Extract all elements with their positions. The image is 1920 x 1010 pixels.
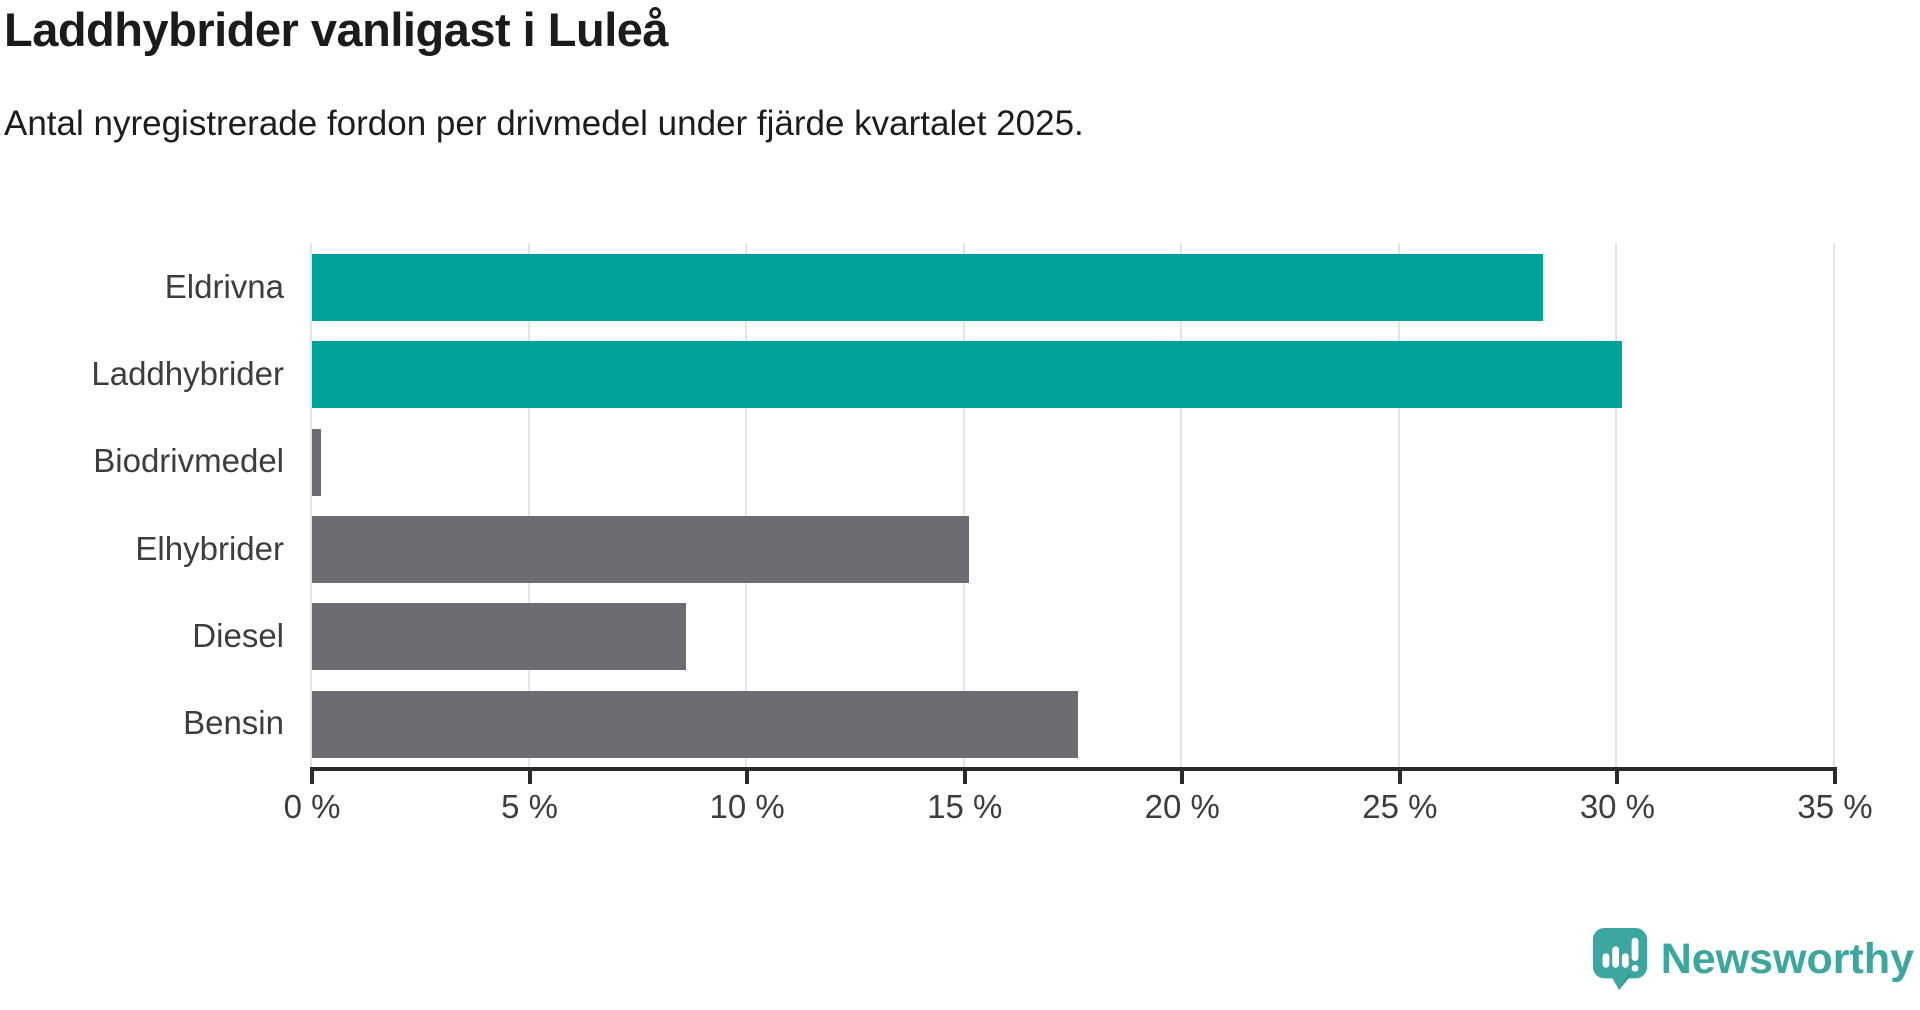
gridline	[310, 243, 312, 767]
x-axis: 0 % 5 % 10 % 15 % 20 % 25 % 30 % 35 %	[284, 767, 1873, 847]
x-axis-tick	[745, 767, 750, 784]
x-axis-tick-label: 10 %	[709, 788, 785, 825]
x-axis-tick	[962, 767, 967, 784]
bar-eldrivna	[312, 254, 1544, 322]
category-label: Bensin	[183, 704, 284, 742]
bar-row	[312, 505, 1835, 592]
category-label: Biodrivmedel	[93, 442, 284, 480]
gridline	[1615, 243, 1618, 767]
gridline	[1833, 243, 1835, 767]
x-axis-tick	[527, 767, 532, 784]
bar-row	[312, 243, 1835, 330]
category-label: Laddhybrider	[91, 354, 284, 392]
x-axis-tick	[1615, 767, 1620, 784]
chart-title: Laddhybrider vanligast i Luleå	[4, 3, 669, 56]
x-axis-tick-label: 20 %	[1144, 788, 1220, 825]
bar-row	[312, 418, 1835, 505]
newsworthy-logo-icon	[1592, 928, 1647, 990]
bar-bensin	[312, 690, 1078, 758]
x-axis-tick	[1833, 767, 1837, 784]
bar-biodrivmedel	[312, 428, 321, 496]
x-axis-line	[310, 767, 1837, 771]
category-label: Diesel	[192, 616, 284, 654]
gridline	[527, 243, 530, 767]
bar-row	[312, 680, 1835, 767]
x-axis-tick-label: 5 %	[501, 788, 558, 825]
bar-elhybrider	[312, 516, 970, 584]
x-axis-tick-label: 0 %	[283, 788, 341, 825]
x-axis-tick	[1180, 767, 1185, 784]
bar-diesel	[312, 603, 687, 671]
category-label: Eldrivna	[164, 267, 284, 305]
x-axis-tick	[1397, 767, 1402, 784]
gridline	[1180, 243, 1183, 767]
newsworthy-logo: Newsworthy	[1589, 926, 1914, 992]
plot-area	[310, 243, 1835, 767]
bar-laddhybrider	[312, 341, 1622, 409]
category-label: Elhybrider	[135, 529, 284, 567]
x-axis-tick-label: 25 %	[1362, 788, 1438, 825]
bar-row	[312, 330, 1835, 417]
gridline	[1397, 243, 1400, 767]
chart-subtitle: Antal nyregistrerade fordon per drivmede…	[4, 104, 1084, 143]
x-axis-tick-label: 30 %	[1579, 788, 1656, 825]
newsworthy-logo-text: Newsworthy	[1660, 934, 1914, 983]
x-axis-tick-label: 15 %	[927, 788, 1003, 825]
bar-row	[312, 592, 1835, 679]
gridline	[745, 243, 748, 767]
x-axis-tick-label: 35 %	[1797, 788, 1873, 825]
category-labels: Eldrivna Laddhybrider Biodrivmedel Elhybrid…	[0, 243, 284, 767]
gridline	[962, 243, 965, 767]
x-axis-tick	[310, 767, 314, 784]
